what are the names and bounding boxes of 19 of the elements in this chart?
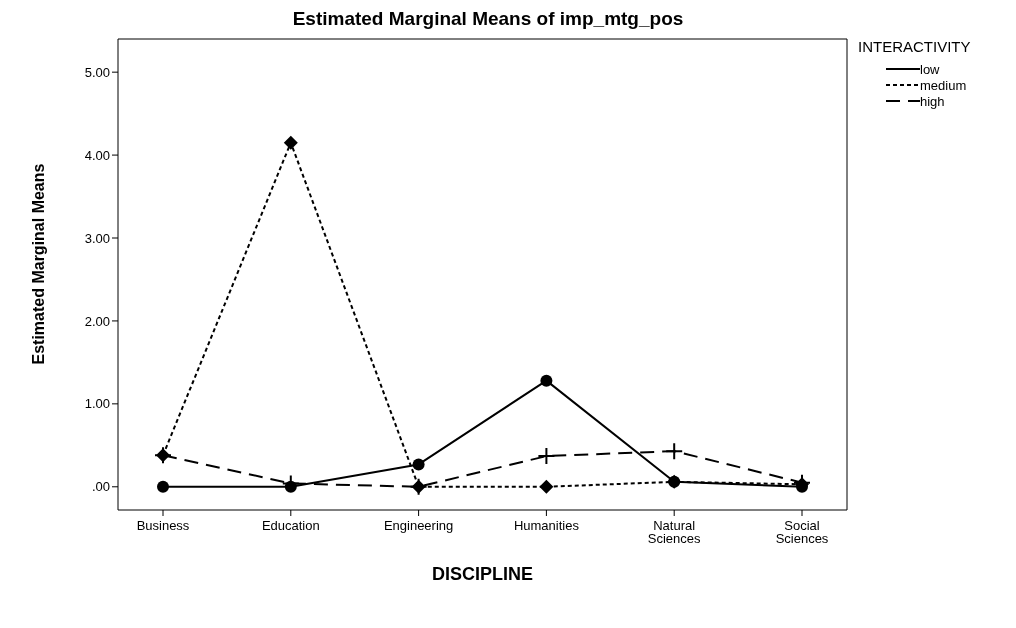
y-tick-label: 2.00 (84, 313, 110, 329)
legend-title: INTERACTIVITY (858, 38, 972, 55)
chart-title: Estimated Marginal Means of imp_mtg_pos (291, 8, 685, 30)
x-tick-label: Humanities (513, 518, 580, 533)
y-tick-label: 4.00 (84, 147, 110, 163)
x-tick-label: Engineering (383, 518, 454, 533)
y-tick-label: 3.00 (84, 230, 110, 246)
legend-label: medium (920, 77, 967, 93)
x-tick-label: Social Sciences (775, 518, 829, 546)
y-tick-label: 5.00 (84, 64, 110, 80)
x-tick-label: Business (136, 518, 190, 533)
legend-label: low (920, 61, 940, 77)
x-tick-label: Education (261, 518, 320, 533)
y-tick-label: .00 (91, 479, 110, 495)
x-tick-label: Natural Sciences (647, 518, 702, 546)
legend-label: high (920, 93, 945, 109)
y-tick-label: 1.00 (84, 396, 110, 412)
x-axis-title: DISCIPLINE (431, 564, 534, 584)
y-axis-title: Estimated Marginal Means (29, 163, 47, 365)
